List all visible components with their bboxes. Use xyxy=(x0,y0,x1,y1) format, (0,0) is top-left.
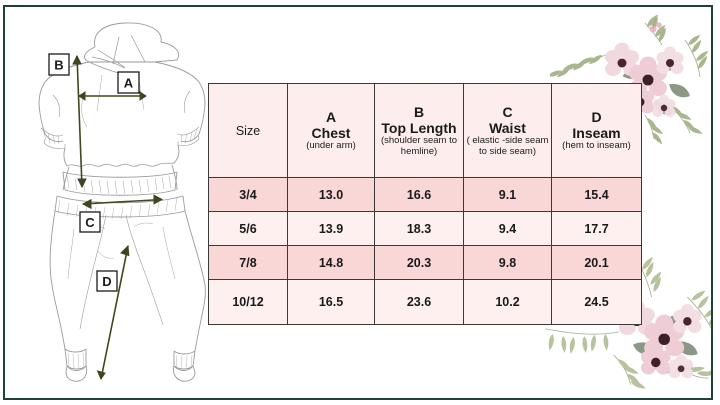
svg-text:D: D xyxy=(102,274,111,289)
svg-text:C: C xyxy=(85,215,95,230)
svg-text:B: B xyxy=(54,58,63,73)
svg-text:A: A xyxy=(124,76,134,91)
